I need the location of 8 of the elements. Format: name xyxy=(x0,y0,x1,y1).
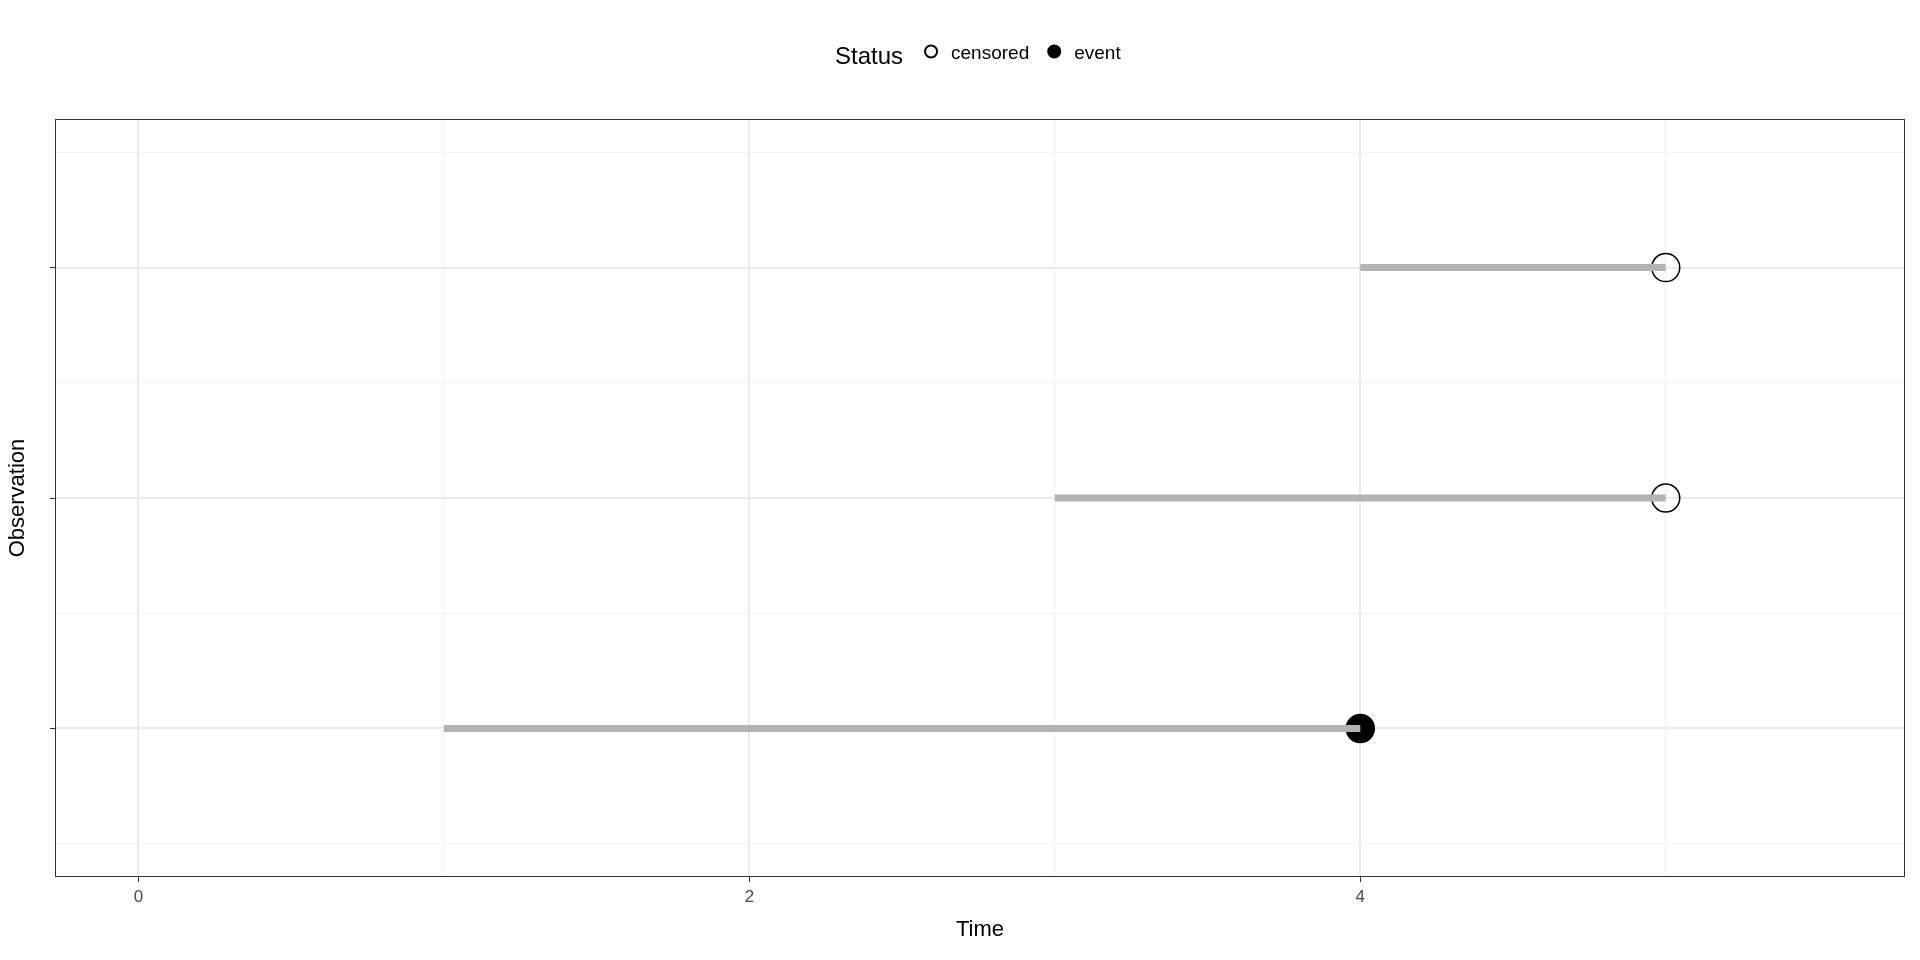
x-tick-label: 4 xyxy=(1355,887,1366,907)
y-axis-title: Observation xyxy=(4,438,30,558)
legend-title: Status xyxy=(835,41,904,69)
x-tick-label: 0 xyxy=(133,887,144,907)
legend-label: censored xyxy=(951,41,1030,63)
legend-label: event xyxy=(1074,41,1122,63)
x-axis-title: Time xyxy=(955,916,1005,942)
x-tick-label: 2 xyxy=(744,887,755,907)
